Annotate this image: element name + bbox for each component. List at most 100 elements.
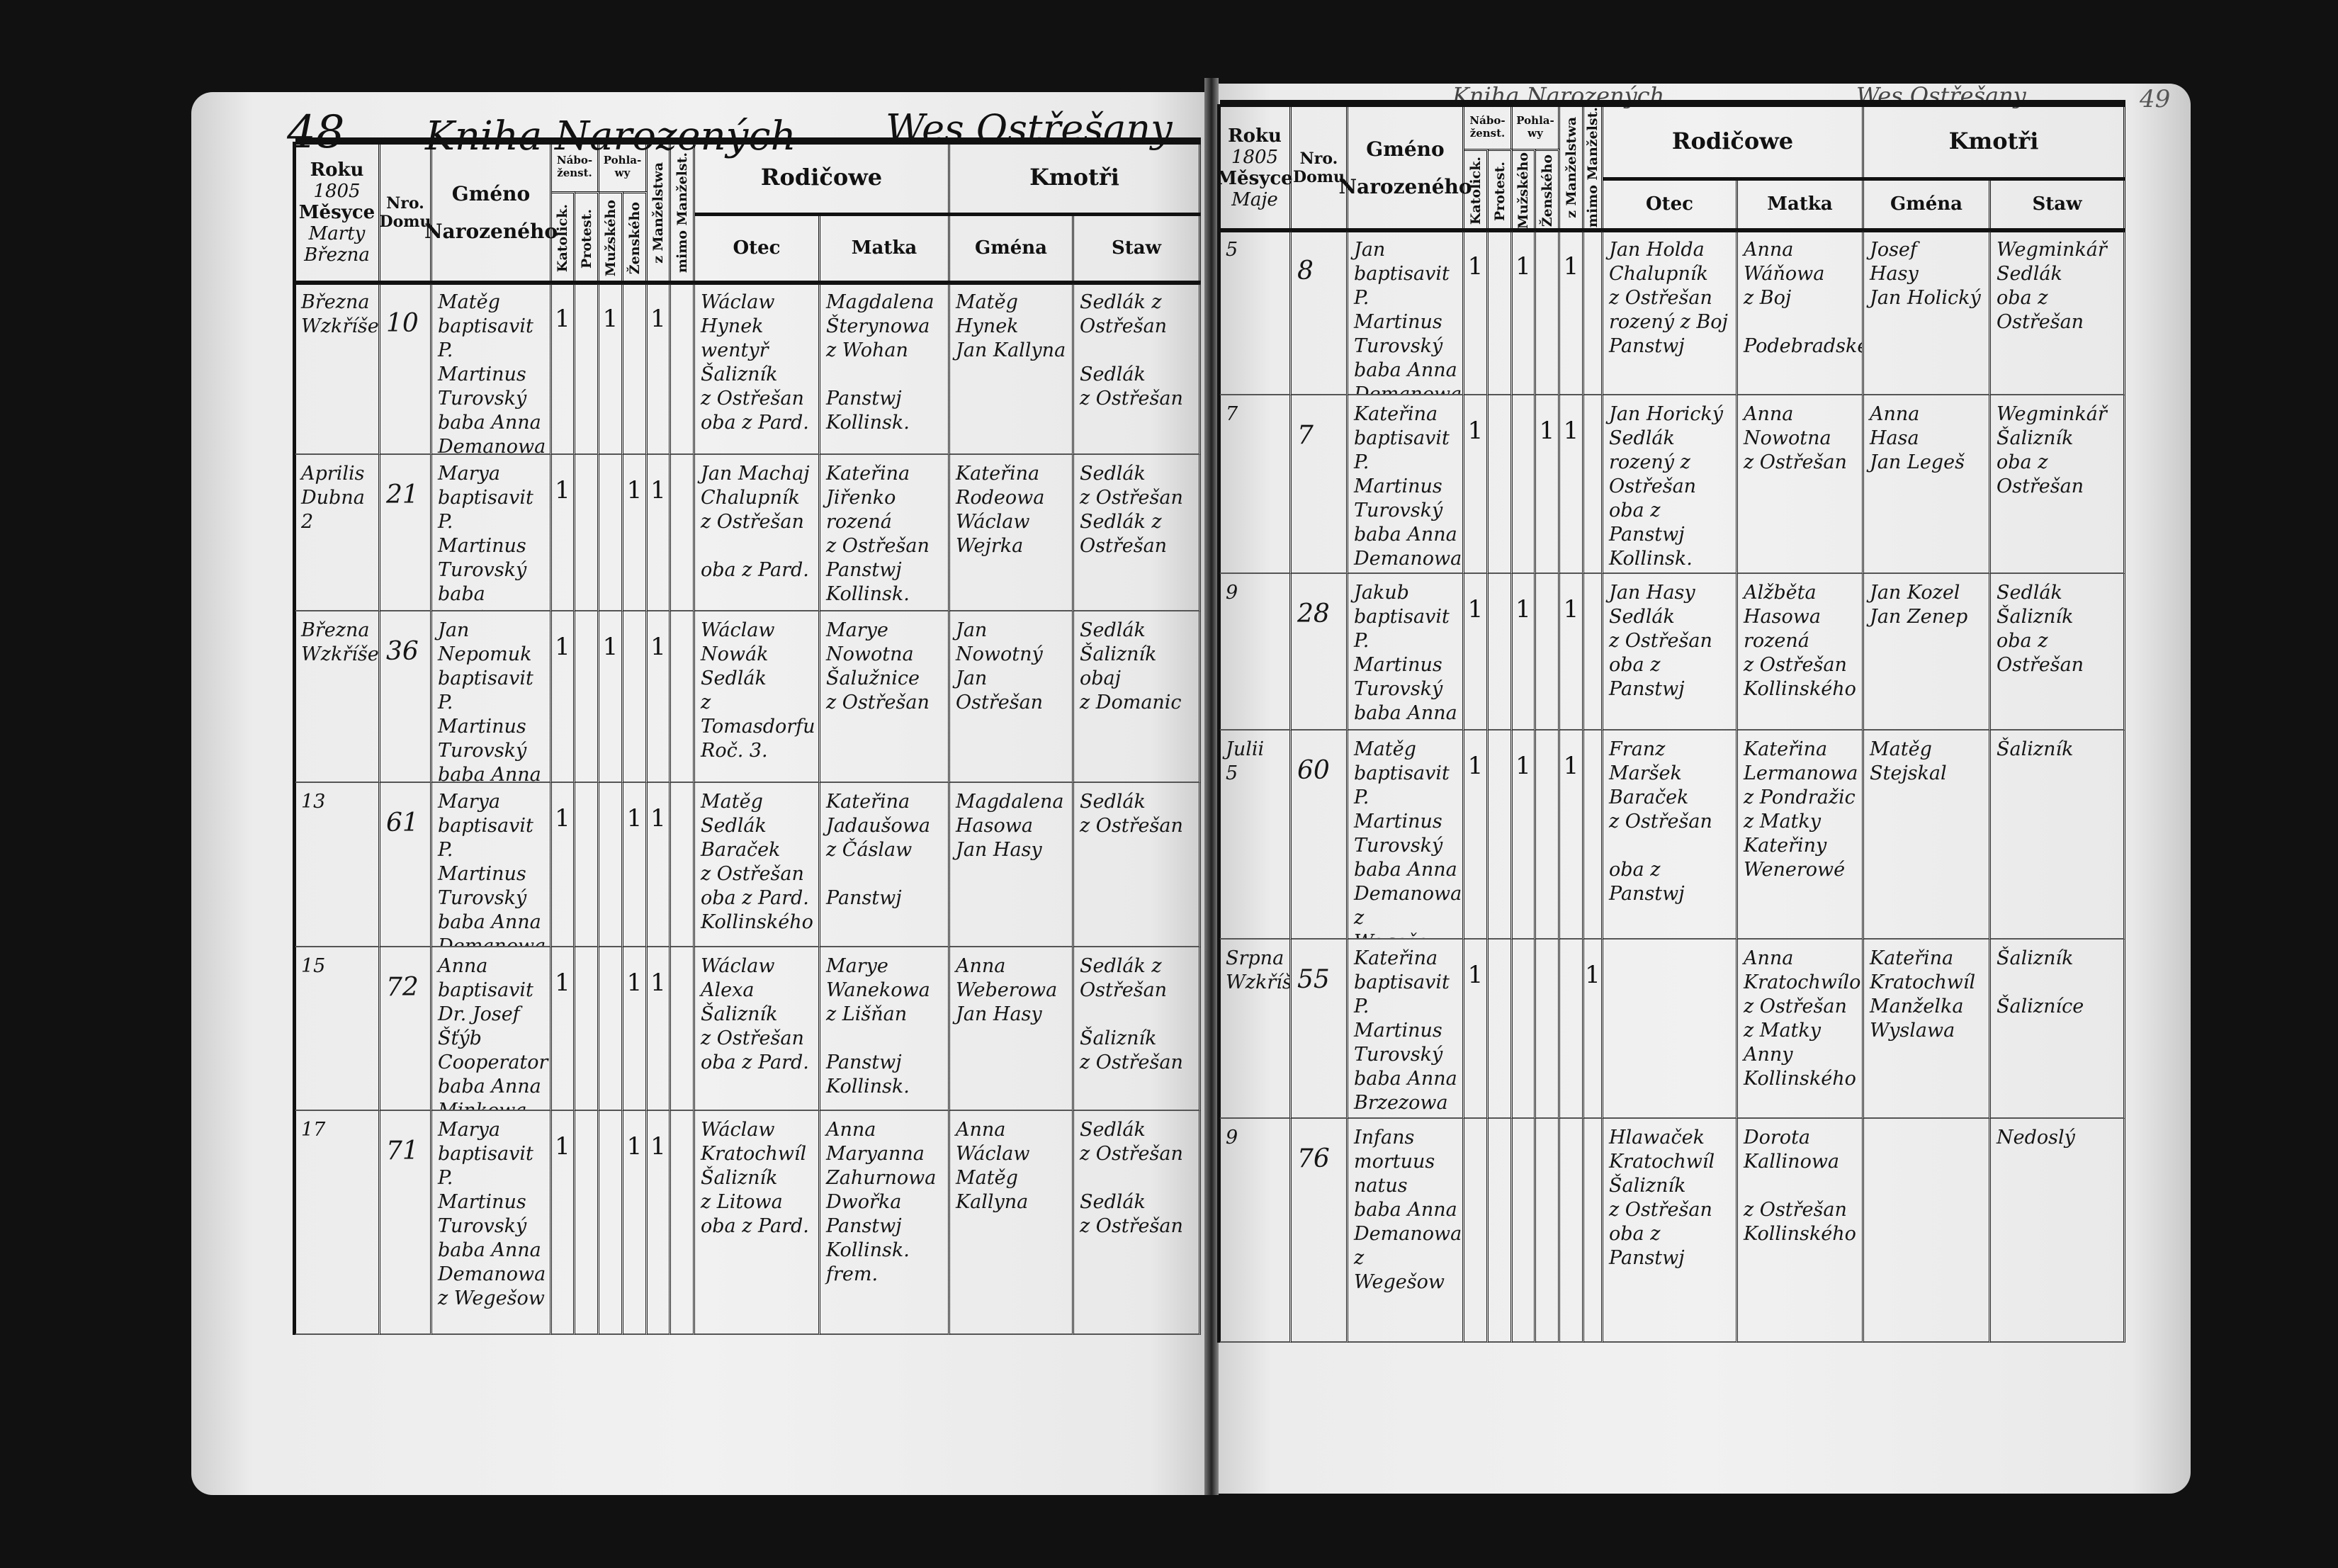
header-sex: Pohla-wy	[599, 142, 648, 191]
entry-mark-mimo-manzelstwi	[671, 947, 695, 1111]
entry-date: Aprilis Dubna 2	[295, 455, 380, 611]
entry-date: 7	[1220, 395, 1292, 574]
entry-mark-muzskeho	[599, 455, 623, 611]
entry-mark-katolick: 1	[552, 283, 575, 455]
entry-mark-mimo-manzelstwi	[671, 783, 695, 947]
entry-mother: Kateřina Jiřenko rozená z Ostřešan Panst…	[820, 455, 950, 611]
entry-mother: Marye Nowotna Šalužnice z Ostřešan	[820, 611, 950, 783]
header-z-manzelstwa: z Manželstwa	[648, 142, 671, 283]
entry-house-number: 55	[1292, 940, 1348, 1119]
entry-mark-katolick: 1	[552, 947, 575, 1111]
header-zenskeho: Ženského	[623, 191, 648, 283]
header-parents: Rodičowe	[695, 142, 950, 213]
entry-mother: Anna Kratochwílowa z Ostřešan z Matky An…	[1738, 940, 1864, 1119]
header-bottom-rule	[295, 281, 1201, 285]
header-otec: Otec	[695, 213, 820, 283]
header-protest-label: Protest.	[578, 208, 594, 269]
entry-mark-zenskeho: 1	[1536, 395, 1560, 574]
entry-mark-katolick: 1	[1464, 574, 1489, 731]
header-zenskeho: Ženského	[1536, 149, 1560, 231]
entry-child-name: Infans mortuus natus baba Anna Demanowa …	[1348, 1119, 1464, 1343]
entry-mark-muzskeho: 1	[599, 611, 623, 783]
header-mimo-manzelstwi: mimo Manželst.	[671, 142, 695, 283]
entry-mark-muzskeho	[599, 1111, 623, 1335]
header-otec: Otec	[1603, 177, 1738, 231]
entry-house-number: 60	[1292, 731, 1348, 940]
entry-mark-zenskeho: 1	[623, 1111, 648, 1335]
entry-mark-protest	[575, 611, 599, 783]
table-left-rule	[1217, 104, 1221, 1343]
header-katolick-label: Katolick.	[555, 204, 570, 273]
entry-mark-katolick: 1	[1464, 395, 1489, 574]
entry-father: Wáclaw Alexa Šalizník z Ostřešan oba z P…	[695, 947, 820, 1111]
entry-mark-protest	[1489, 395, 1513, 574]
header-z-manzelstwa-label: z Manželstwa	[1563, 117, 1579, 218]
header-z-manzelstwa: z Manželstwa	[1560, 104, 1584, 231]
entry-mark-z-manzelstwa: 1	[1560, 574, 1584, 731]
entry-date: Března Wzkříšen	[295, 283, 380, 455]
entry-mark-zenskeho: 1	[623, 455, 648, 611]
header-religion: Nábo-ženst.	[552, 142, 599, 191]
entry-mark-muzskeho: 1	[599, 283, 623, 455]
entry-mark-muzskeho	[1513, 1119, 1536, 1343]
entry-father: Jan Machaj Chalupník z Ostřešan oba z Pa…	[695, 455, 820, 611]
entry-house-number: 28	[1292, 574, 1348, 731]
header-month: Marty Března	[304, 223, 370, 266]
header-protest: Protest.	[575, 191, 599, 283]
entry-mark-z-manzelstwa: 1	[648, 283, 671, 455]
table-top-rule	[1220, 100, 2125, 107]
entry-mark-zenskeho	[623, 283, 648, 455]
entry-mark-katolick	[1464, 1119, 1489, 1343]
entry-house-number: 36	[380, 611, 432, 783]
entry-mark-z-manzelstwa: 1	[648, 455, 671, 611]
entry-mark-mimo-manzelstwi	[1584, 395, 1603, 574]
entry-mother: Magdalena Šterynowa z Wohan Panstwj Koll…	[820, 283, 950, 455]
entry-godparents-status: Wegminkář Sedlák oba z Ostřešan	[1991, 231, 2125, 395]
entry-mark-muzskeho	[599, 783, 623, 947]
header-matka: Matka	[1738, 177, 1864, 231]
entry-child-name: Jan Nepomuk baptisavit P. Martinus Turov…	[432, 611, 552, 783]
entry-house-number: 10	[380, 283, 432, 455]
entry-mark-zenskeho	[623, 611, 648, 783]
entry-godparents-names: Kateřina Rodeowa Wáclaw Wejrka	[950, 455, 1074, 611]
entry-mother: Kateřina Jadaušowa z Čáslaw Panstwj	[820, 783, 950, 947]
entry-godparents-status: Sedlák z Ostřešan Sedlák z Ostřešan	[1074, 1111, 1201, 1335]
entry-mark-zenskeho: 1	[623, 783, 648, 947]
header-domu: Domu	[379, 213, 431, 231]
entry-father: Jan Horický Sedlák rozený z Ostřešan oba…	[1603, 395, 1738, 574]
entry-father: Jan Hasy Sedlák z Ostřešan oba z Panstwj	[1603, 574, 1738, 731]
entry-mark-mimo-manzelstwi	[671, 611, 695, 783]
entry-mother: Dorota Kallinowa z Ostřešan Kollinského	[1738, 1119, 1864, 1343]
entry-mark-muzskeho: 1	[1513, 231, 1536, 395]
entry-godparents-status: Sedlák z Ostřešan Šalizník z Ostřešan	[1074, 947, 1201, 1111]
entry-date: 15	[295, 947, 380, 1111]
entry-house-number: 8	[1292, 231, 1348, 395]
header-name: Gméno Narozeného	[424, 142, 558, 283]
header-godparents: Kmotři	[1864, 104, 2125, 177]
header-religion: Nábo-ženst.	[1464, 104, 1513, 149]
header-zenskeho-label: Ženského	[1539, 154, 1555, 227]
right-page	[1213, 84, 2191, 1494]
entry-mark-zenskeho	[1536, 1119, 1560, 1343]
header-gmena: Gména	[1864, 177, 1991, 231]
entry-mark-mimo-manzelstwi: 1	[1584, 940, 1603, 1119]
entry-mark-protest	[575, 783, 599, 947]
entry-godparents-status: Šalizník	[1991, 731, 2125, 940]
header-nro: Nro.	[1299, 149, 1338, 168]
header-staw: Staw	[1074, 213, 1201, 283]
entry-godparents-status: Sedlák Šalizník obaj z Domanic	[1074, 611, 1201, 783]
entry-mark-protest	[1489, 1119, 1513, 1343]
entry-mark-katolick: 1	[1464, 731, 1489, 940]
entry-child-name: Marya baptisavit P. Martinus Turovský ba…	[432, 455, 552, 611]
entry-godparents-status: Šalizník Šalizníce	[1991, 940, 2125, 1119]
header-gmeno: Gméno	[1366, 137, 1445, 161]
header-roku: Roku	[1228, 125, 1282, 147]
header-parents: Rodičowe	[1603, 104, 1864, 177]
header-gmeno: Gméno	[451, 182, 531, 205]
entry-mark-muzskeho	[599, 947, 623, 1111]
entry-mother: Alžběta Hasowa rozená z Ostřešan Kollins…	[1738, 574, 1864, 731]
entry-child-name: Kateřina baptisavit P. Martinus Turovský…	[1348, 395, 1464, 574]
entry-godparents-status: Sedlák Šalizník oba z Ostřešan	[1991, 574, 2125, 731]
entry-godparents-names: Jan Nowotný Jan Ostřešan	[950, 611, 1074, 783]
